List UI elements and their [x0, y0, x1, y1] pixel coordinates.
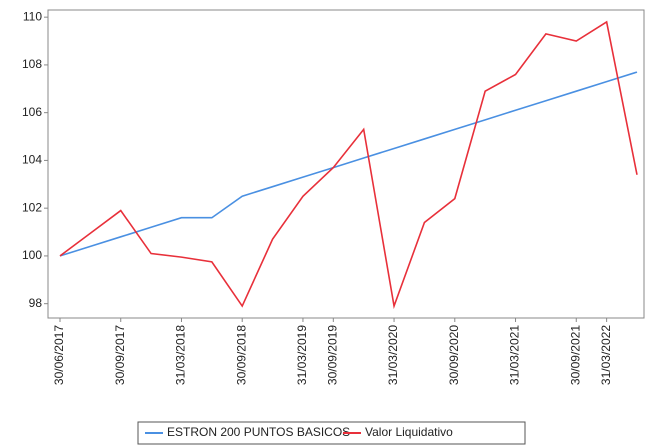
x-tick-label: 31/03/2019 [295, 325, 309, 385]
legend-label: Valor Liquidativo [365, 425, 453, 439]
series-line [59, 71, 638, 257]
x-tick-label: 30/09/2021 [568, 325, 582, 385]
x-tick-label: 30/09/2020 [447, 325, 461, 385]
y-tick-label: 110 [23, 9, 42, 23]
y-tick-label: 106 [22, 105, 42, 119]
series-line [59, 20, 638, 310]
y-tick-label: 98 [29, 296, 43, 310]
y-tick-label: 104 [22, 153, 42, 167]
y-tick-label: 100 [22, 248, 42, 262]
legend-label: ESTRON 200 PUNTOS BASICOS [167, 425, 350, 439]
x-tick-label: 30/09/2019 [325, 325, 339, 385]
x-tick-label: 31/03/2020 [386, 325, 400, 385]
x-tick-label: 30/09/2017 [113, 325, 127, 385]
x-tick-label: 31/03/2022 [599, 325, 613, 385]
x-tick-label: 31/03/2018 [174, 325, 188, 385]
y-tick-label: 108 [22, 57, 42, 71]
x-tick-label: 31/03/2021 [508, 325, 522, 385]
legend-box [137, 421, 526, 445]
x-tick-label: 30/06/2017 [52, 325, 66, 385]
y-tick-label: 102 [22, 200, 42, 214]
x-tick-label: 30/09/2018 [234, 325, 248, 385]
